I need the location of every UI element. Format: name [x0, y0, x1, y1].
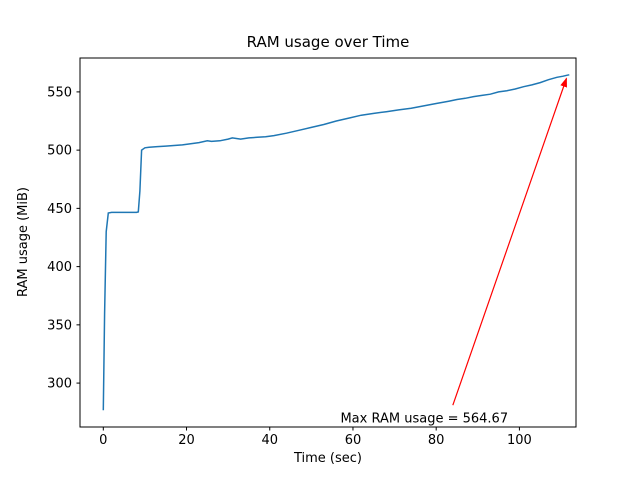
x-tick-label: 0	[99, 433, 107, 448]
y-tick-label: 350	[47, 318, 72, 333]
max-annotation: Max RAM usage = 564.67	[340, 77, 567, 427]
ram-usage-line	[102, 74, 570, 411]
x-tick-label: 80	[428, 433, 445, 448]
y-tick-label: 300	[47, 377, 72, 392]
y-axis-label: RAM usage (MiB)	[16, 187, 31, 297]
y-tick-label: 400	[47, 260, 72, 275]
x-tick-label: 20	[178, 433, 195, 448]
x-tick-label: 100	[507, 433, 532, 448]
x-tick-label: 60	[345, 433, 362, 448]
chart-title: RAM usage over Time	[247, 33, 410, 51]
y-tick-label: 500	[47, 144, 72, 159]
plot-area	[79, 57, 577, 428]
y-tick-label: 550	[47, 85, 72, 100]
axis-ticks: 0 20 40 60 80 100 300 350 400 450 500 550	[47, 85, 532, 448]
annotation-arrow	[452, 77, 567, 406]
annotation-text: Max RAM usage = 564.67	[340, 412, 508, 427]
x-axis-label: Time (sec)	[293, 451, 362, 466]
y-tick-label: 450	[47, 202, 72, 217]
x-tick-label: 40	[261, 433, 278, 448]
